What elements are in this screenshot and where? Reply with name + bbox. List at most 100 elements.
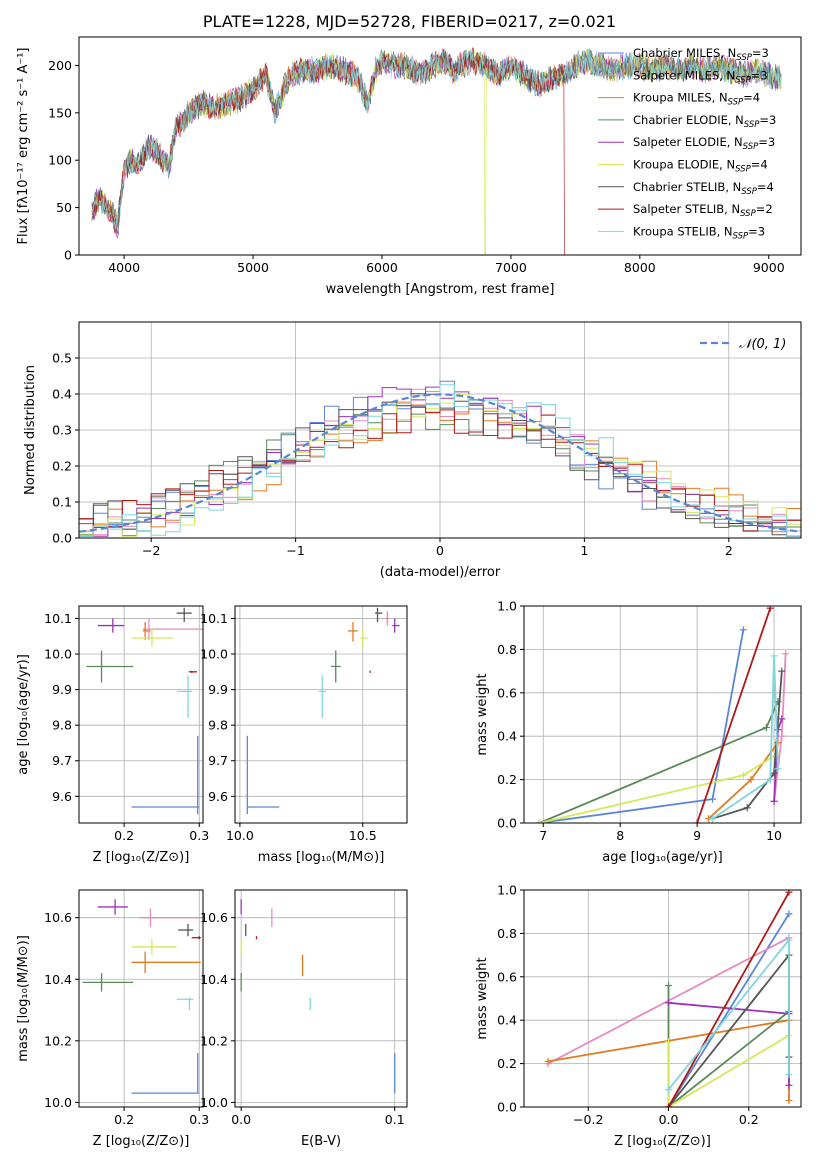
mass_vs_Z-xlabel: Z [log₁₀(Z/Z⊙)] xyxy=(93,1134,190,1149)
spectrum-xtick-label: 4000 xyxy=(108,260,140,275)
weight_vs_Z-line-kroupa_stelib xyxy=(667,937,790,1091)
weight_vs_Z-line-chabrier_stelib xyxy=(667,952,790,1107)
mass_vs_Z-frame: 0.2 0.3 10.0 10.2 10.4 10.6 Z [log₁₀(Z/Z⊙)] mas… xyxy=(16,889,209,1149)
weight_vs_Z-line-salpeter_stelib xyxy=(667,891,790,1107)
spectrum-border xyxy=(78,36,802,256)
mass_vs_ebv-frame: 0.0 0.1 10.0 10.2 10.4 10.6 E(B-V) xyxy=(200,889,408,1149)
weight_vs_Z-xtick-label: −0.2 xyxy=(573,1112,603,1127)
residuals-ytick-label: 0.0 xyxy=(52,531,72,546)
age_vs_mass-ytick-label: 10.1 xyxy=(200,611,228,626)
residuals-xtick-label: −2 xyxy=(142,543,160,558)
spectrum-xtick-label: 8000 xyxy=(624,260,656,275)
mass_vs_Z-axes xyxy=(79,890,203,1107)
spectrum-ylabel: Flux [fλ10⁻¹⁷ erg cm⁻² s⁻¹ A⁻¹] xyxy=(16,48,31,245)
age_vs_mass-ytick-label: 9.7 xyxy=(208,753,228,768)
residuals-normal-curve xyxy=(79,393,801,533)
mass_vs_Z-border xyxy=(78,889,204,1108)
spectrum-series-group xyxy=(91,47,782,255)
spectrum-legend: Chabrier MILES, NSSP=3 Salpeter MILES, NS… xyxy=(598,46,776,241)
mass_vs_ebv-axes xyxy=(235,890,407,1107)
legend-label-chabrier_miles: Chabrier MILES, NSSP=3 xyxy=(633,46,769,63)
weight_vs_Z-line-kroupa_elodie xyxy=(667,1034,790,1107)
age_vs_mass-points xyxy=(246,607,400,815)
legend-label-normal: 𝒩(0, 1) xyxy=(739,337,786,352)
residuals-ytick-label: 0.5 xyxy=(52,351,72,366)
age_vs_Z-ylabel: age [log₁₀(age/yr)] xyxy=(16,654,31,775)
spectrum-xtick-label: 5000 xyxy=(237,260,269,275)
weight_vs_Z-line-chabrier_elodie xyxy=(667,985,790,1107)
residuals-ylabel: Normed distribution xyxy=(23,365,38,495)
age_vs_mass-ytick-label: 10.0 xyxy=(200,647,228,662)
spectrum-ytick-label: 150 xyxy=(48,105,72,120)
spectrum-xtick-label: 6000 xyxy=(366,260,398,275)
weight_vs_age-ytick-label: 1.0 xyxy=(497,599,517,614)
weight_vs_age-xtick-label: 7 xyxy=(539,828,547,843)
mass_vs_ebv-ytick-label: 10.4 xyxy=(200,972,228,987)
legend-label-chabrier_elodie: Chabrier ELODIE, NSSP=3 xyxy=(633,113,776,130)
age_vs_Z-ytick-label: 9.9 xyxy=(52,682,72,697)
age_vs_Z-ytick-label: 9.7 xyxy=(52,753,72,768)
residuals-ytick-label: 0.3 xyxy=(52,423,72,438)
age_vs_Z-xlabel: Z [log₁₀(Z/Z⊙)] xyxy=(93,850,190,865)
weight_vs_Z-axes xyxy=(524,889,801,1108)
age_vs_Z-axes xyxy=(79,606,203,823)
residuals-frame: −2 −1 0 1 2 0.0 0.1 0.2 0.3 0.4 0.5 (data-model)/er… xyxy=(23,321,802,580)
spectrum-xtick-label: 7000 xyxy=(495,260,527,275)
weight_vs_age-line-chabrier_stelib xyxy=(712,671,783,820)
residuals-ytick-label: 0.1 xyxy=(52,495,72,510)
mass_vs_ebv-xtick-label: 0.1 xyxy=(385,1112,405,1127)
residuals-axes xyxy=(79,322,801,539)
age_vs_Z-points xyxy=(86,607,203,815)
legend-label-chabrier_stelib: Chabrier STELIB, NSSP=4 xyxy=(633,180,774,197)
age_vs_mass-xtick-label: 10.5 xyxy=(349,828,377,843)
weight_vs_Z-ytick-label: 0.8 xyxy=(497,926,517,941)
residuals-ytick-label: 0.2 xyxy=(52,459,72,474)
weight_vs_Z-ytick-label: 0.6 xyxy=(497,969,517,984)
legend-label-kroupa_miles: Kroupa MILES, NSSP=4 xyxy=(633,91,760,108)
mass_vs_Z-points xyxy=(82,899,203,1094)
age_vs_mass-xtick-label: 10.0 xyxy=(226,828,254,843)
residuals-xtick-label: −1 xyxy=(286,543,304,558)
legend-label-salpeter_elodie: Salpeter ELODIE, NSSP=3 xyxy=(633,135,775,152)
mass_vs_ebv-xtick-label: 0.0 xyxy=(231,1112,251,1127)
weight_vs_Z-line-chabrier_miles xyxy=(667,913,790,1107)
weight_vs_age-border xyxy=(523,605,802,824)
weight_vs_Z-ytick-label: 0.4 xyxy=(497,1013,517,1028)
weight_vs_Z-ytick-label: 0.2 xyxy=(497,1056,517,1071)
age_vs_Z-border xyxy=(78,605,204,824)
mass_vs_ebv-ytick-label: 10.6 xyxy=(200,910,228,925)
weight_vs_age-ytick-label: 0.4 xyxy=(497,729,517,744)
age_vs_mass-xlabel: mass [log₁₀(M/M⊙)] xyxy=(258,850,385,865)
mass_vs_Z-xtick-label: 0.2 xyxy=(114,1112,134,1127)
weight_vs_age-xlabel: age [log₁₀(age/yr)] xyxy=(602,850,723,865)
residuals-hist-group xyxy=(79,380,801,537)
age_vs_Z-ytick-label: 9.8 xyxy=(52,718,72,733)
weight_vs_Z-ylabel: mass weight xyxy=(475,957,490,1039)
age_vs_mass-ytick-label: 9.6 xyxy=(208,789,228,804)
age_vs_mass-axes xyxy=(235,606,407,823)
weight_vs_Z-ytick-label: 1.0 xyxy=(497,883,517,898)
age_vs_mass-ytick-label: 9.8 xyxy=(208,718,228,733)
weight_vs_age-ytick-label: 0.6 xyxy=(497,685,517,700)
age_vs_Z-ytick-label: 9.6 xyxy=(52,789,72,804)
mass_vs_Z-ytick-label: 10.4 xyxy=(44,972,72,987)
spectrum-ytick-label: 50 xyxy=(56,200,72,215)
age_vs_Z-xtick-label: 0.2 xyxy=(114,828,134,843)
age_vs_mass-border xyxy=(234,605,408,824)
spectrum-ytick-label: 100 xyxy=(48,153,72,168)
weight_vs_age-line-chabrier_elodie xyxy=(539,701,779,823)
mass_vs_ebv-xlabel: E(B-V) xyxy=(301,1134,341,1149)
residuals-xtick-label: 2 xyxy=(725,543,733,558)
residuals-xtick-label: 0 xyxy=(436,543,444,558)
legend-label-salpeter_miles: Salpeter MILES, NSSP=3 xyxy=(633,68,768,85)
weight_vs_age-line-kroupa_stelib xyxy=(711,655,779,820)
weight_vs_age-xtick-label: 9 xyxy=(693,828,701,843)
weight_vs_age-lines xyxy=(535,606,790,823)
mass_vs_Z-ytick-label: 10.0 xyxy=(44,1095,72,1110)
spectrum-xtick-label: 9000 xyxy=(753,260,785,275)
weight_vs_age-line-chabrier_miles xyxy=(539,629,745,823)
age_vs_mass-frame: 10.0 10.5 9.6 9.7 9.8 9.9 10.0 10.1 mass [log₁₀(… xyxy=(200,605,408,865)
legend-label-salpeter_stelib: Salpeter STELIB, NSSP=2 xyxy=(633,202,773,219)
age_vs_Z-frame: 0.2 0.3 9.6 9.7 9.8 9.9 10.0 10.1 Z [log₁₀(Z/Z⊙)… xyxy=(16,605,209,865)
